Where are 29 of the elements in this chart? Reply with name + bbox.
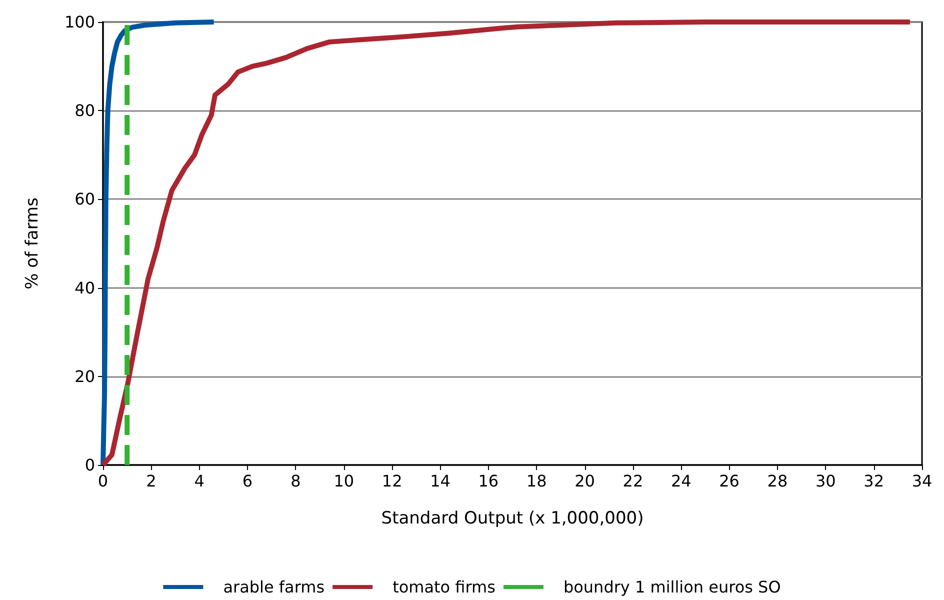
x-tick-label: 32: [864, 472, 884, 490]
x-tick-label: 20: [574, 472, 595, 490]
x-tick-label: 0: [98, 472, 108, 490]
legend-label: arable farms: [223, 578, 325, 596]
x-tick-label: 18: [526, 472, 547, 490]
x-tick-label: 16: [478, 472, 499, 490]
y-tick-label: 0: [84, 456, 95, 474]
y-tick-label: 60: [74, 190, 95, 209]
y-tick-label: 100: [64, 12, 95, 32]
x-tick-label: 4: [194, 472, 204, 490]
y-tick-label: 40: [74, 278, 95, 298]
y-tick-label: 80: [74, 101, 95, 120]
legend-label: tomato firms: [392, 578, 496, 596]
x-tick-label: 30: [815, 472, 836, 490]
x-tick-label: 34: [912, 472, 932, 490]
x-tick-label: 14: [430, 472, 450, 490]
x-tick-label: 28: [767, 472, 788, 490]
x-tick-label: 26: [719, 472, 740, 490]
x-axis-title: Standard Output (x 1,000,000): [381, 508, 644, 528]
x-tick-label: 22: [622, 472, 644, 490]
x-tick-label: 2: [146, 472, 156, 490]
x-tick-label: 10: [334, 472, 354, 490]
x-tick-label: 6: [242, 472, 253, 490]
legend-label: boundry 1 million euros SO: [563, 578, 781, 596]
y-axis-title: % of farms: [22, 197, 42, 290]
x-tick-label: 12: [382, 472, 402, 490]
x-tick-label: 8: [290, 472, 301, 490]
y-tick-label: 20: [74, 366, 95, 386]
x-tick-label: 24: [670, 472, 692, 490]
